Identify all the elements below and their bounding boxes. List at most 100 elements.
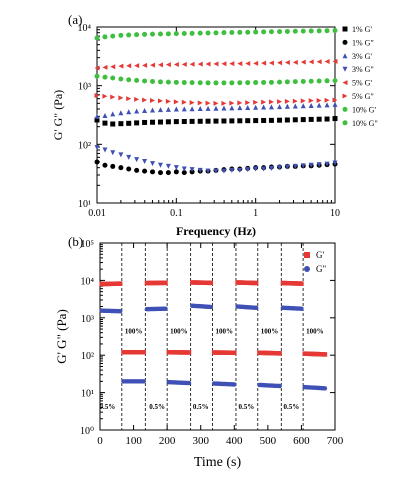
panel-a-point-3-g — [118, 110, 124, 116]
panel-a-point-10-g — [268, 29, 274, 35]
panel-a-point-10-g — [324, 28, 330, 34]
panel-b-label: (b) — [68, 234, 83, 249]
panel-a-point-1-g — [142, 168, 148, 174]
panel-a-point-3-g — [142, 158, 148, 164]
panel-b-strain-label: 100% — [170, 328, 188, 336]
panel-b-point-g — [322, 386, 328, 391]
panel-b-y-axis-label: G' G" (Pa) — [54, 309, 69, 364]
panel-a-point-1-g — [205, 118, 211, 124]
panel-a-y-tick-label: 10³ — [78, 82, 91, 93]
panel-a-point-10-g — [221, 80, 227, 86]
panel-b-x-tick-label: 300 — [192, 435, 209, 447]
panel-a-legend-marker-1-g — [342, 26, 348, 32]
panel-a-point-3-g — [110, 150, 116, 156]
panel-a-point-3-g — [173, 165, 179, 171]
panel-b-x-tick-label: 600 — [293, 435, 310, 447]
panel-a-y-tick-label: 10² — [78, 140, 91, 151]
panel-b-y-tick-label: 10⁵ — [81, 239, 95, 250]
panel-a-point-5-g — [221, 61, 227, 67]
panel-a-point-10-g — [118, 32, 124, 38]
panel-a-x-tick-label: 0.01 — [88, 208, 106, 219]
panel-a-point-3-g — [245, 104, 251, 110]
panel-a-point-5-g — [126, 96, 132, 102]
panel-a-point-1-g — [332, 116, 338, 122]
panel-a-point-1-g — [165, 170, 171, 176]
panel-a-legend-label-3-g: 3% G" — [352, 65, 374, 74]
panel-a-point-1-g — [142, 119, 148, 125]
panel-a-legend-label-10-g: 10% G" — [352, 119, 378, 128]
panel-a-x-tick-label: 1 — [253, 208, 258, 219]
panel-a-y-axis-label: G' G" (Pa) — [51, 90, 65, 140]
panel-a-point-5-g — [102, 64, 108, 70]
panel-a-point-10-g — [300, 28, 306, 34]
panel-b-point-g — [186, 380, 192, 386]
panel-a-point-3-g — [245, 167, 251, 173]
panel-a-point-1-g — [189, 118, 195, 124]
panel-a-point-5-g — [173, 99, 179, 105]
panel-b-legend-label-g: G' — [316, 250, 324, 260]
panel-a-point-3-g — [268, 165, 274, 171]
panel-b-y-tick-label: 10³ — [81, 314, 94, 325]
panel-b-x-tick-label: 200 — [159, 435, 176, 447]
panel-a-point-3-g — [221, 105, 227, 111]
panel-a-point-10-g — [316, 28, 322, 34]
panel-b-strain-label: 0.5% — [193, 403, 209, 411]
panel-a-point-10-g — [142, 31, 148, 37]
panel-a-point-10-g — [189, 80, 195, 86]
panel-a-point-3-g — [102, 113, 108, 119]
panel-a-point-3-g — [134, 157, 140, 163]
panel-a-point-10-g — [102, 74, 108, 80]
panel-a-point-10-g — [245, 29, 251, 35]
panel-b-strain-label: 100% — [125, 328, 143, 336]
panel-a-point-5-g — [213, 61, 219, 67]
panel-a-point-3-g — [173, 106, 179, 112]
panel-a-point-3-g — [300, 163, 306, 169]
panel-a-point-10-g — [94, 35, 100, 41]
panel-a-point-1-g — [94, 159, 100, 165]
panel-a-point-10-g — [308, 78, 314, 84]
panel-a-point-3-g — [332, 101, 338, 107]
panel-a-point-5-g — [150, 62, 156, 68]
panel-a-x-tick-label: 10 — [330, 208, 340, 219]
panel-a-point-10-g — [245, 80, 251, 86]
panel-a-point-5-g — [118, 95, 124, 101]
panel-a-point-5-g — [173, 61, 179, 67]
panel-a-point-5-g — [300, 59, 306, 65]
panel-a-point-10-g — [213, 80, 219, 86]
panel-a-point-10-g — [277, 29, 283, 35]
panel-a-point-3-g — [332, 160, 338, 166]
panel-a-point-1-g — [284, 117, 290, 123]
panel-a-point-5-g — [229, 100, 235, 106]
panel-a-point-5-g — [316, 59, 322, 65]
panel-a-point-3-g — [284, 164, 290, 170]
panel-a-point-3-g — [110, 111, 116, 117]
panel-a-legend-label-1-g: 1% G' — [352, 25, 372, 34]
panel-b-strain-label: 100% — [306, 328, 324, 336]
panel-a-point-3-g — [102, 147, 108, 153]
panel-b-legend-marker-g — [304, 252, 310, 258]
panel-a-point-3-g — [292, 163, 298, 169]
panel-a-legend-marker-5-g — [342, 93, 348, 99]
panel-a-point-10-g — [126, 32, 132, 38]
panel-a-point-5-g — [332, 97, 338, 103]
panel-b-x-tick-label: 700 — [327, 435, 344, 447]
panel-a-point-5-g — [213, 100, 219, 106]
panel-a-point-1-g — [94, 117, 100, 123]
panel-a-point-10-g — [189, 30, 195, 36]
panel-a-point-5-g — [157, 62, 163, 68]
panel-a-legend-marker-3-g — [342, 53, 348, 59]
panel-b-point-g — [163, 306, 168, 311]
panel-a-point-1-g — [110, 163, 116, 169]
panel-a-legend-label-5-g: 5% G' — [352, 79, 372, 88]
panel-a-point-3-g — [261, 166, 267, 172]
panel-a-point-3-g — [292, 103, 298, 109]
panel-b-point-g — [277, 351, 282, 356]
panel-b-point-g — [253, 305, 259, 311]
panel-a-legend-label-5-g: 5% G" — [352, 92, 374, 101]
panel-a-point-5-g — [284, 60, 290, 66]
panel-a-point-1-g — [126, 120, 132, 126]
panel-a-point-3-g — [189, 167, 195, 173]
panel-a-point-10-g — [292, 79, 298, 85]
panel-a-point-5-g — [205, 100, 211, 106]
